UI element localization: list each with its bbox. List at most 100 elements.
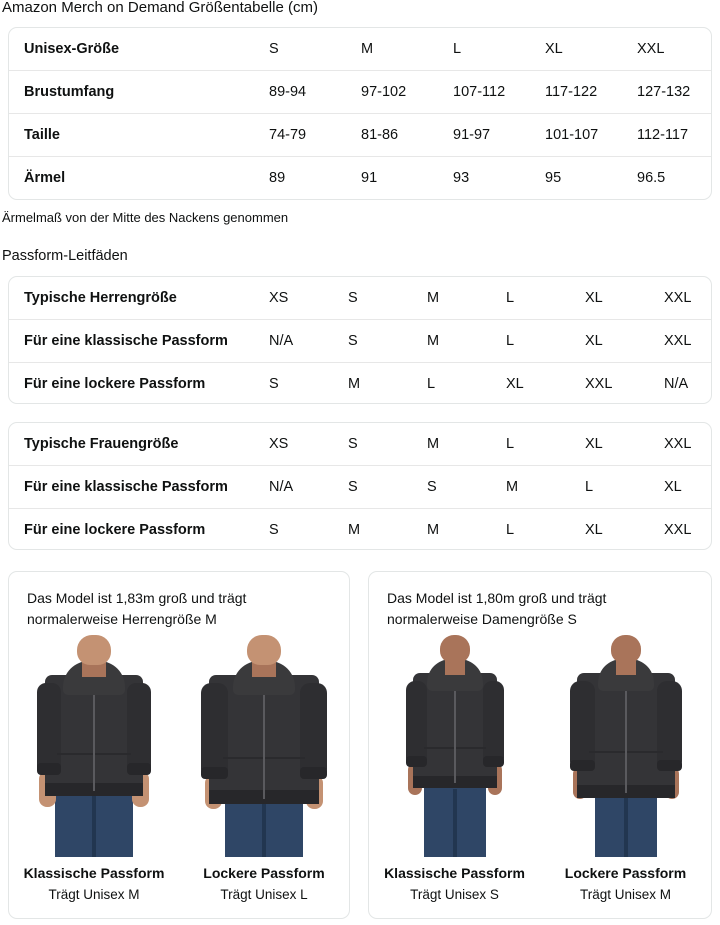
row-label: Für eine klassische Passform: [9, 319, 269, 363]
womens-fit-label-row: Klassische Passform Trägt Unisex S Locke…: [369, 863, 711, 905]
cell-value: XL: [585, 319, 664, 363]
cell-value: 107-112: [453, 70, 545, 114]
fit-label-classic-mens: Klassische Passform Trägt Unisex M: [9, 863, 179, 905]
cell-value: S: [269, 362, 348, 403]
model-photo-classic-fit-womens: [369, 635, 540, 857]
mens-fit-label-row: Klassische Passform Trägt Unisex M Locke…: [9, 863, 349, 905]
womens-fit-guide-table: Typische Frauengröße XS S M L XL XXL Für…: [8, 422, 712, 550]
cell-value: L: [453, 41, 462, 57]
cell-value: XL: [585, 508, 664, 549]
page-title: Amazon Merch on Demand Größentabelle (cm…: [2, 0, 318, 16]
cell-value: XXL: [637, 41, 665, 57]
mens-model-card: Das Model ist 1,83m groß und trägt norma…: [8, 571, 350, 919]
model-photo-relaxed-fit-mens: [179, 635, 349, 857]
row-label: Für eine lockere Passform: [9, 362, 269, 403]
fit-wearing-size: Trägt Unisex L: [220, 887, 308, 902]
cell-value: S: [348, 436, 358, 452]
cell-value: XL: [506, 362, 585, 403]
fit-name: Klassische Passform: [384, 865, 525, 881]
cell-value: 95: [545, 156, 637, 199]
cell-value: 101-107: [545, 113, 637, 157]
cell-value: S: [348, 465, 427, 509]
cell-value: 89: [269, 156, 361, 199]
cell-value: XL: [585, 436, 603, 452]
cell-value: M: [427, 436, 440, 452]
cell-value: L: [427, 362, 506, 403]
fit-guides-heading: Passform-Leitfäden: [2, 248, 128, 264]
model-height-caption: Das Model ist 1,80m groß und trägt norma…: [387, 590, 607, 627]
cell-value: M: [506, 465, 585, 509]
cell-value: XXL: [664, 290, 692, 306]
cell-value: 97-102: [361, 70, 453, 114]
cell-value: 89-94: [269, 70, 361, 114]
cell-value: XL: [585, 290, 603, 306]
cell-value: L: [506, 319, 585, 363]
row-label: Taille: [9, 113, 269, 157]
cell-value: L: [506, 290, 515, 306]
cell-value: 91: [361, 156, 453, 199]
cell-value: XL: [664, 465, 711, 509]
cell-value: N/A: [664, 362, 711, 403]
fit-label-relaxed-womens: Lockere Passform Trägt Unisex M: [540, 863, 711, 905]
row-label: Typische Frauengröße: [24, 436, 179, 452]
table-row: Unisex-Größe S M L XL XXL: [9, 28, 711, 71]
row-label: Ärmel: [9, 156, 269, 199]
cell-value: S: [269, 508, 348, 549]
cell-value: 93: [453, 156, 545, 199]
table-row: Ärmel 89 91 93 95 96.5: [9, 156, 711, 199]
table-row: Typische Frauengröße XS S M L XL XXL: [9, 423, 711, 466]
cell-value: XXL: [664, 319, 711, 363]
cell-value: M: [427, 319, 506, 363]
cell-value: M: [348, 508, 427, 549]
row-label: Typische Herrengröße: [24, 290, 177, 306]
cell-value: N/A: [269, 319, 348, 363]
cell-value: M: [427, 508, 506, 549]
table-row: Taille 74-79 81-86 91-97 101-107 112-117: [9, 113, 711, 157]
cell-value: S: [427, 465, 506, 509]
table-row: Für eine klassische Passform N/A S S M L…: [9, 465, 711, 509]
row-label: Unisex-Größe: [24, 41, 120, 57]
model-photo-classic-fit-mens: [9, 635, 179, 857]
fit-wearing-size: Trägt Unisex S: [410, 887, 499, 902]
cell-value: L: [585, 465, 664, 509]
row-label: Für eine lockere Passform: [9, 508, 269, 549]
cell-value: M: [348, 362, 427, 403]
cell-value: N/A: [269, 465, 348, 509]
size-measurements-table: Unisex-Größe S M L XL XXL Brustumfang 89…: [8, 27, 712, 200]
fit-label-classic-womens: Klassische Passform Trägt Unisex S: [369, 863, 540, 905]
womens-model-card: Das Model ist 1,80m groß und trägt norma…: [368, 571, 712, 919]
fit-label-relaxed-mens: Lockere Passform Trägt Unisex L: [179, 863, 349, 905]
table-row: Für eine lockere Passform S M M L XL XXL: [9, 508, 711, 549]
table-row: Brustumfang 89-94 97-102 107-112 117-122…: [9, 70, 711, 114]
table-row: Für eine lockere Passform S M L XL XXL N…: [9, 362, 711, 403]
fit-wearing-size: Trägt Unisex M: [579, 887, 672, 902]
mens-fit-guide-table: Typische Herrengröße XS S M L XL XXL Für…: [8, 276, 712, 404]
cell-value: 91-97: [453, 113, 545, 157]
fit-name: Klassische Passform: [23, 865, 165, 881]
cell-value: XL: [545, 41, 563, 57]
cell-value: 127-132: [637, 70, 711, 114]
cell-value: L: [506, 436, 515, 452]
cell-value: 112-117: [637, 113, 711, 157]
table-row: Typische Herrengröße XS S M L XL XXL: [9, 277, 711, 320]
cell-value: XXL: [664, 436, 692, 452]
fit-wearing-size: Trägt Unisex M: [48, 887, 140, 902]
model-photo-relaxed-fit-womens: [540, 635, 711, 857]
fit-name: Lockere Passform: [203, 865, 325, 881]
row-label: Brustumfang: [9, 70, 269, 114]
cell-value: 117-122: [545, 70, 637, 114]
cell-value: 81-86: [361, 113, 453, 157]
cell-value: XXL: [585, 362, 664, 403]
womens-photo-row: [369, 635, 711, 857]
table-row: Für eine klassische Passform N/A S M L X…: [9, 319, 711, 363]
model-height-caption: Das Model ist 1,83m groß und trägt norma…: [27, 590, 247, 627]
cell-value: S: [348, 319, 427, 363]
sleeve-measurement-note: Ärmelmaß von der Mitte des Nackens genom…: [2, 210, 289, 225]
mens-photo-row: [9, 635, 349, 857]
cell-value: XXL: [664, 508, 711, 549]
cell-value: XS: [269, 290, 289, 306]
cell-value: XS: [269, 436, 289, 452]
cell-value: L: [506, 508, 585, 549]
cell-value: 96.5: [637, 156, 711, 199]
cell-value: M: [427, 290, 440, 306]
